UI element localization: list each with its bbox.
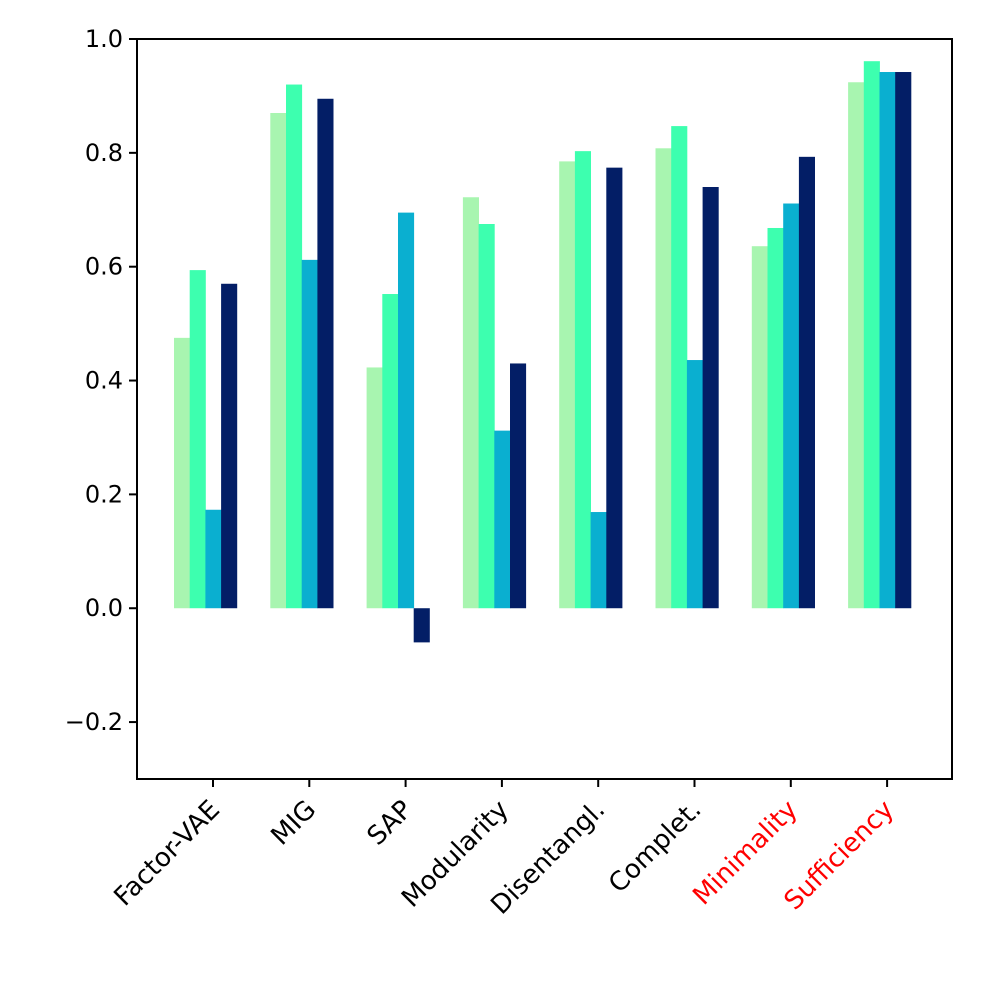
- bar-series-2-disentangl: [574, 151, 591, 609]
- bar-series-2-sufficiency: [863, 61, 880, 609]
- y-tick-label: 0.0: [85, 594, 123, 622]
- plot-frame: [136, 38, 953, 780]
- bar-series-1-sap: [366, 367, 383, 609]
- bar-series-1-disentangl: [559, 161, 576, 609]
- y-tick-label: 0.8: [85, 139, 123, 167]
- bar-series-4-sap: [413, 608, 430, 643]
- bar-series-4-disentangl: [606, 167, 623, 609]
- bar-series-1-minimality: [751, 246, 768, 609]
- bar-series-4-modularity: [510, 363, 527, 609]
- bar-series-3-factor-vae: [205, 509, 222, 609]
- bar-series-2-complet: [671, 126, 688, 609]
- y-tick-label: 0.6: [85, 253, 123, 281]
- bar-series-4-factor-vae: [221, 283, 238, 609]
- bar-series-2-minimality: [767, 227, 784, 609]
- x-tick-label-complet: Complet.: [603, 795, 707, 899]
- bar-series-2-factor-vae: [189, 270, 206, 609]
- bar-series-4-mig: [317, 98, 334, 609]
- bars-group: [174, 61, 912, 643]
- y-tick-label: 0.2: [85, 480, 123, 508]
- y-tick-label: 1.0: [85, 25, 123, 53]
- bar-series-3-sufficiency: [879, 72, 896, 609]
- x-axis: Factor-VAE MIG SAPModularityDisentangl.Com…: [108, 779, 900, 921]
- bar-series-4-complet: [702, 187, 719, 609]
- bar-series-3-sap: [398, 212, 415, 609]
- bar-series-3-complet: [686, 360, 703, 609]
- bar-series-4-sufficiency: [895, 72, 912, 609]
- bar-series-2-sap: [382, 294, 399, 609]
- bar-series-3-disentangl: [590, 512, 607, 609]
- bar-series-4-minimality: [798, 156, 815, 609]
- bar-series-3-modularity: [494, 430, 511, 609]
- bar-series-2-mig: [286, 84, 303, 609]
- x-tick-label-mig: MIG: [266, 795, 323, 852]
- bar-series-3-mig: [301, 259, 318, 609]
- bar-series-3-minimality: [783, 203, 800, 609]
- x-tick-label-factor-vae: Factor-VAE: [108, 795, 225, 912]
- y-tick-label: −0.2: [65, 708, 123, 736]
- bar-series-2-modularity: [478, 224, 495, 609]
- y-tick-label: 0.4: [85, 367, 123, 395]
- bar-series-1-complet: [655, 148, 672, 609]
- bar-series-1-modularity: [462, 197, 479, 609]
- x-tick-label-sap: SAP: [362, 795, 419, 852]
- bar-series-1-mig: [270, 113, 287, 609]
- bar-series-1-sufficiency: [848, 82, 865, 609]
- y-axis: −0.2 0.0 0.2 0.4 0.6 0.8 1.0: [65, 25, 137, 736]
- bar-series-1-factor-vae: [174, 337, 191, 609]
